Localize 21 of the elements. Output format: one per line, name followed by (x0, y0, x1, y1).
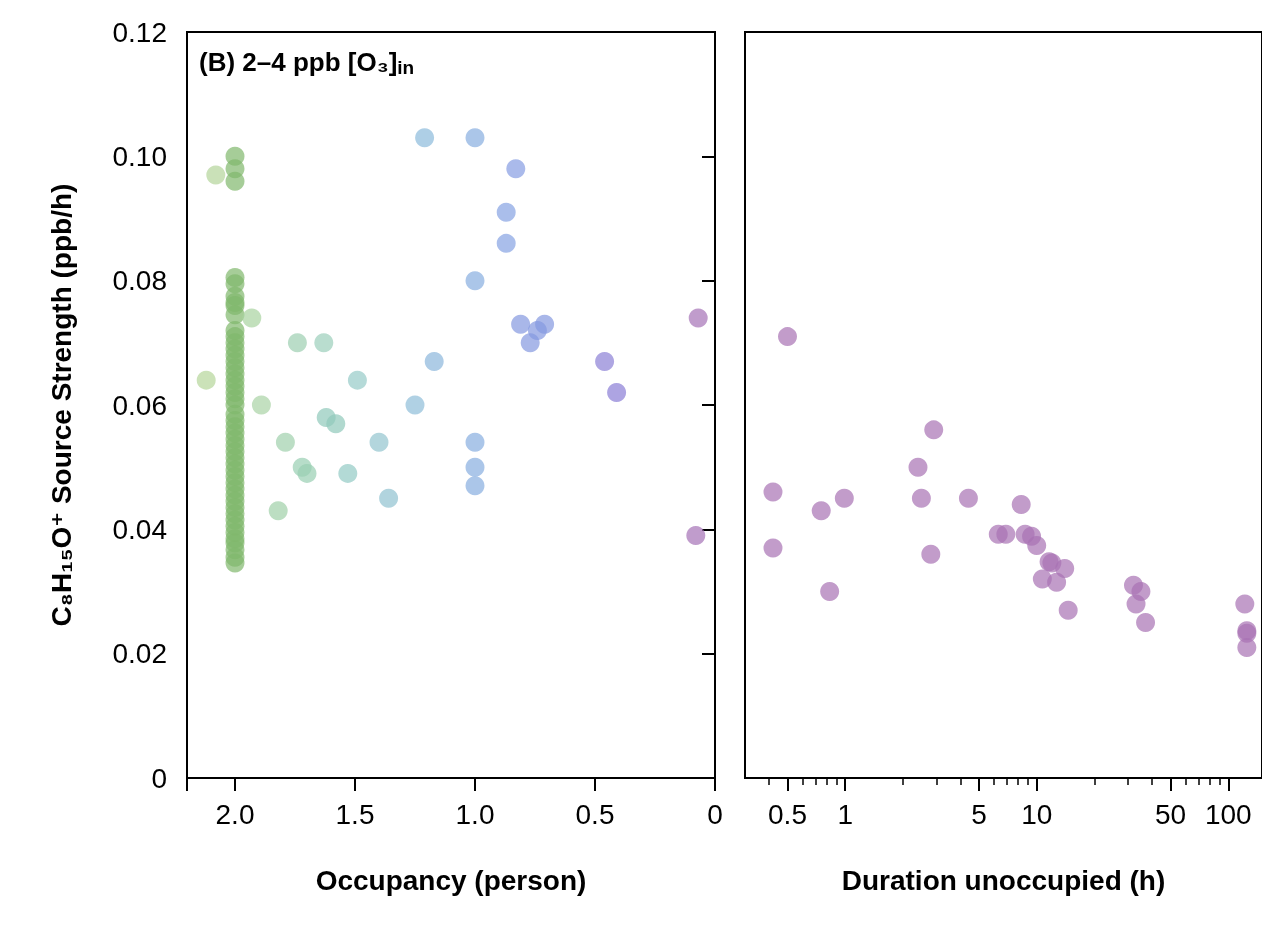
x-tick-label: 0 (707, 798, 723, 830)
x-tick-label: 2.0 (215, 798, 255, 830)
y-tick-label: 0.12 (112, 16, 167, 48)
x-tick-label: 0.5 (575, 798, 615, 830)
x-tick-label: 100 (1204, 798, 1252, 830)
y-tick-label: 0 (151, 762, 167, 794)
y-tick-label: 0.08 (112, 265, 167, 297)
x-tick-label: 1 (837, 798, 853, 830)
x-tick-label: 50 (1155, 798, 1187, 830)
x-tick-label: 5 (971, 798, 987, 830)
x-tick-label: 10 (1021, 798, 1053, 830)
y-tick-label: 0.10 (112, 140, 167, 172)
x-tick-label: 0.5 (768, 798, 807, 830)
y-tick-label: 0.02 (112, 638, 167, 670)
y-tick-label: 0.04 (112, 513, 167, 545)
x-tick-label: 1.5 (335, 798, 375, 830)
y-tick-label: 0.06 (112, 389, 167, 421)
x-axis-title: Duration unoccupied (h) (841, 864, 1166, 896)
y-axis-title: C₈H₁₅O⁺ Source Strength (ppb/h) (45, 183, 77, 627)
x-tick-label: 1.0 (455, 798, 495, 830)
x-axis-title: Occupancy (person) (315, 864, 587, 896)
